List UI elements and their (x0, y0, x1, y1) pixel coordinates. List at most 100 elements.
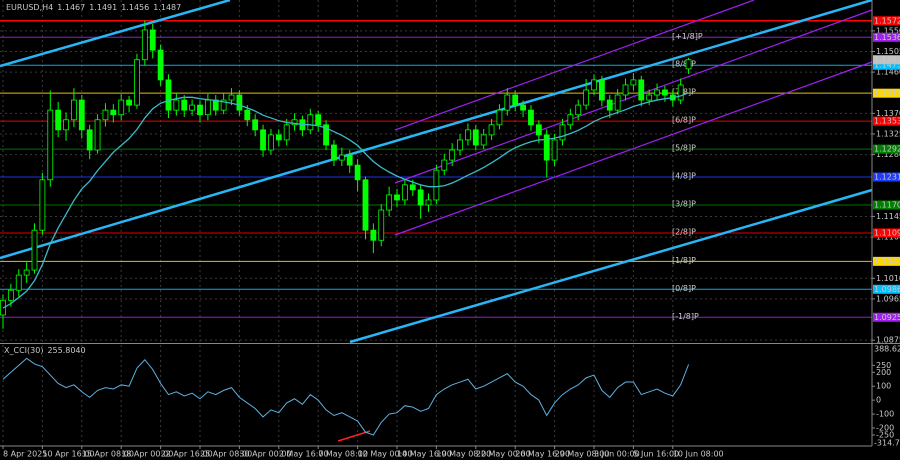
candle-body (283, 124, 290, 141)
candle-body (31, 229, 38, 271)
price-label-bg (873, 16, 900, 26)
level-label: 1.1475 (874, 61, 900, 70)
candle-body (394, 194, 400, 201)
moving-average (2, 92, 689, 309)
level-tag: [+1/8]P (672, 32, 703, 41)
level-tag: [7/8]P (672, 88, 696, 97)
y2-tick-label: -200 (876, 424, 894, 433)
candle-body (118, 99, 125, 116)
x-tick-label: 15 Apr 08:00 (82, 450, 134, 459)
y-tick-label: 1.1280 (876, 150, 900, 159)
y2-tick-label: 0 (876, 396, 881, 405)
x-tick-label: 18 Apr 00:00 (121, 450, 173, 459)
level-tag: [3/8]P (672, 199, 696, 208)
x-tick-label: 29 May 08:00 (555, 450, 610, 459)
x-tick-label: 22 Apr 16:00 (161, 450, 213, 459)
candle-body (275, 134, 282, 141)
candle-body (535, 124, 542, 136)
candle-body (662, 89, 668, 96)
level-label: 1.1414 (874, 89, 900, 98)
level-tag: [4/8]P (672, 172, 696, 181)
regression-line (394, 0, 755, 131)
candle-body (606, 99, 613, 111)
indicator-name: X_CCI(30) (4, 346, 43, 355)
candle-body (472, 129, 479, 146)
candle-body (433, 169, 440, 201)
regression-line (394, 9, 873, 184)
candle-body (685, 59, 692, 70)
regression-line (394, 61, 873, 236)
current-price-bg (873, 55, 900, 65)
x-tick-label: 7 May 08:00 (318, 450, 368, 459)
level-label-bg (873, 200, 900, 210)
candle-body (504, 94, 511, 111)
y-tick-label: 1.1550 (876, 26, 900, 35)
level-label-bg (873, 88, 900, 98)
level-label-bg (873, 256, 900, 266)
candle-body (212, 99, 219, 111)
x-tick-label: 2 May 16:00 (279, 450, 329, 459)
y2-tick-label: -250 (876, 430, 894, 439)
y-tick-label: 1.1325 (876, 129, 900, 138)
candle-body (78, 99, 85, 131)
candle-body (386, 194, 393, 211)
close: 1.1487 (153, 3, 181, 12)
candle-body (23, 269, 30, 276)
candle-body (94, 119, 101, 151)
candle-body (575, 104, 582, 116)
candle-body (677, 84, 684, 101)
candle-body (268, 134, 274, 151)
level-label: 1.1047 (874, 257, 900, 266)
level-label: 1.0986 (874, 285, 900, 294)
candle-body (149, 29, 156, 51)
candle-body (401, 184, 408, 201)
level-label-bg (873, 284, 900, 294)
candle-body (39, 179, 46, 231)
level-label: 1.1170 (874, 200, 900, 209)
candle-body (338, 154, 345, 161)
candle-body (583, 89, 590, 106)
candle-body (488, 124, 495, 136)
x-tick-label: 12 May 00:00 (358, 450, 413, 459)
channel-line (0, 0, 231, 68)
candle-body (622, 84, 629, 96)
candle-body (141, 29, 148, 61)
grid (0, 0, 872, 446)
level-label-bg (873, 32, 900, 42)
level-tag: [2/8]P (672, 227, 696, 236)
level-tag: [1/8]P (672, 256, 696, 265)
x-tick-label: 14 May 16:00 (397, 450, 452, 459)
y2-tick-label: 100 (876, 382, 891, 391)
candle-body (496, 109, 503, 126)
candle-body (181, 99, 188, 111)
candle-body (362, 179, 369, 231)
level-tag: [0/8]P (672, 284, 696, 293)
channel-line (0, 0, 873, 260)
y2-tick-label: -100 (876, 410, 894, 419)
high: 1.1491 (89, 3, 117, 12)
candle-body (110, 109, 117, 116)
level-tag: [6/8]P (672, 116, 696, 125)
symbol: EURUSD,H4 (6, 3, 53, 12)
header: EURUSD,H4 1.1467 1.1491 1.1456 1.1487 (6, 3, 181, 12)
level-label: 1.0925 (874, 313, 900, 322)
candle-body (323, 124, 329, 146)
x-tick-label: 10 Jun 08:00 (673, 450, 724, 459)
level-label-bg (873, 312, 900, 322)
divergence-line (337, 430, 371, 442)
level-label: 1.1109 (874, 228, 900, 237)
low: 1.1456 (121, 3, 149, 12)
candle-body (15, 274, 22, 291)
y2-limit-label: 388.6237 (874, 345, 900, 354)
candle-body (551, 139, 558, 161)
candle-body (134, 59, 140, 106)
x-tick-label: 8 Apr 2025 (3, 450, 47, 459)
candle-body (228, 94, 235, 101)
candle-body (204, 99, 211, 116)
candle-body (543, 134, 550, 161)
x-tick-label: 3 Jun 00:00 (594, 450, 640, 459)
candle-body (465, 129, 471, 141)
candle-body (126, 99, 132, 106)
candle-body (567, 114, 574, 126)
candle-body (47, 109, 54, 181)
